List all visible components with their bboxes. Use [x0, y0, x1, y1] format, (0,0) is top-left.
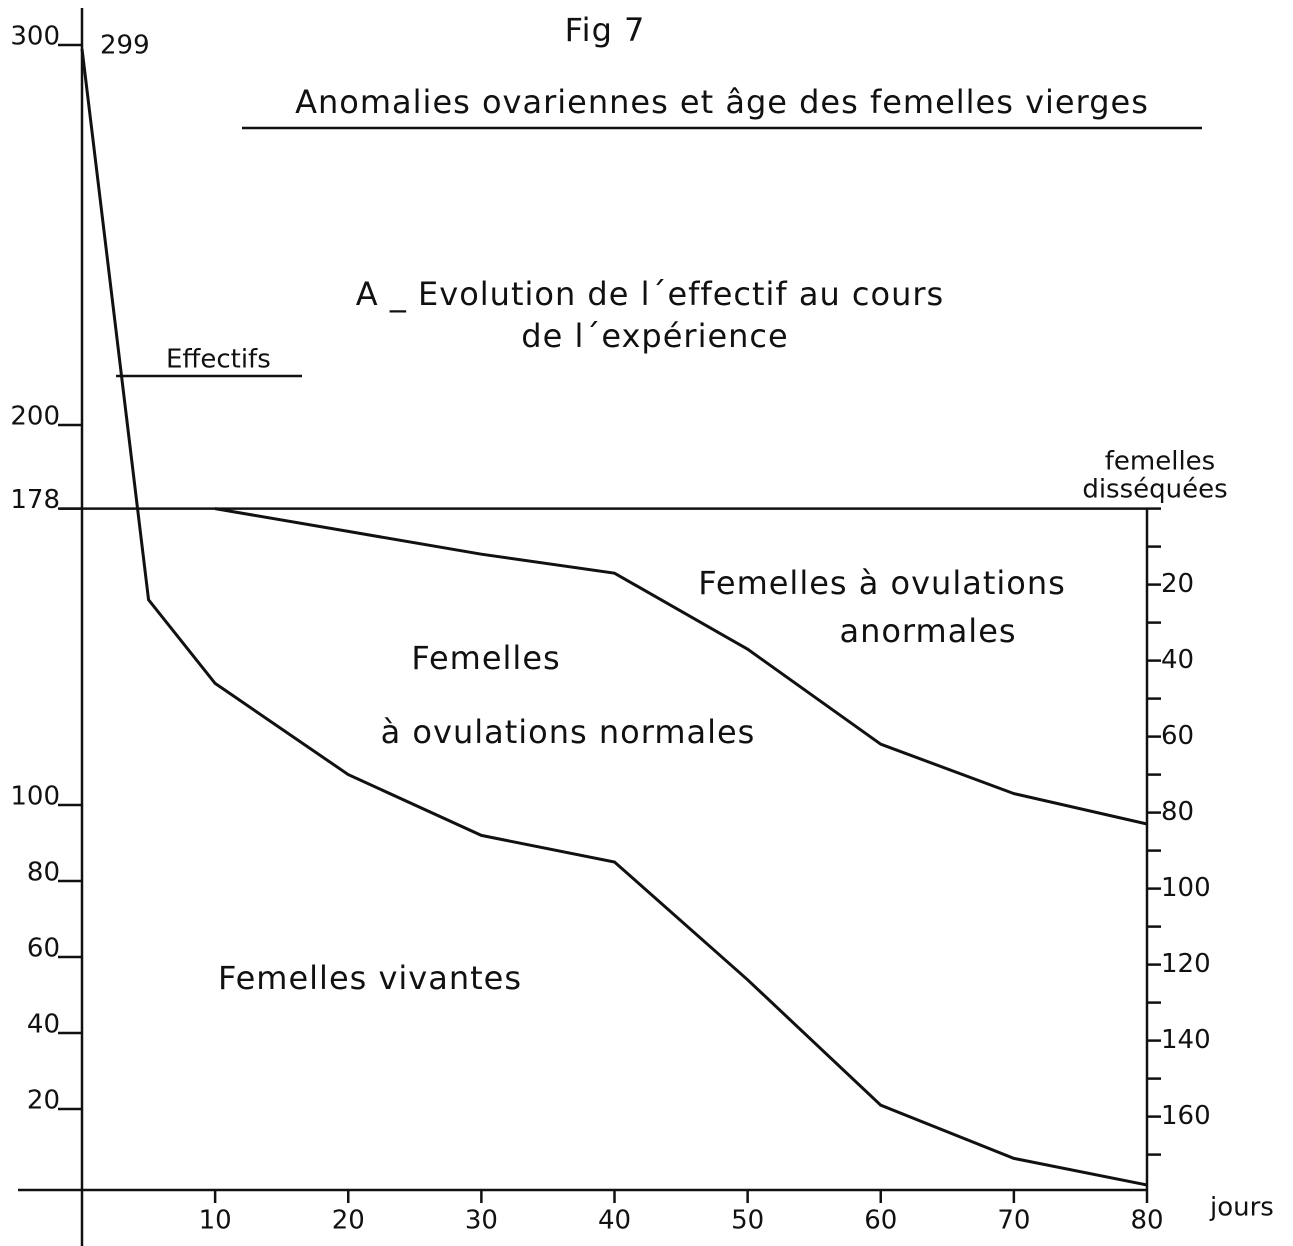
x-tick-label: 10	[199, 1206, 232, 1236]
annotation: anormales	[839, 612, 1016, 650]
panel-title: A _ Evolution de l´effectif au cours	[356, 275, 944, 313]
y2-tick-label: 60	[1161, 721, 1194, 751]
y2-axis-label: disséquées	[1082, 475, 1227, 505]
annotation: Femelles	[411, 639, 560, 677]
y2-tick-label: 100	[1161, 873, 1211, 903]
panel-title: de l´expérience	[521, 317, 788, 355]
y-tick-label: 80	[27, 858, 60, 888]
x-tick-label: 70	[997, 1206, 1030, 1236]
y2-tick-label: 20	[1161, 569, 1194, 599]
series-line	[214, 507, 1148, 826]
y-tick-label: 60	[27, 934, 60, 964]
x-axis-label: jours	[1209, 1193, 1274, 1223]
x-tick-label: 50	[731, 1206, 764, 1236]
y-tick-label: 40	[27, 1010, 60, 1040]
annotation: Femelles à ovulations	[698, 564, 1066, 602]
y-tick-label: 178	[10, 485, 60, 515]
series-label: Effectifs	[166, 345, 271, 375]
y-tick-label: 300	[10, 22, 60, 52]
series-line	[80, 48, 1148, 1187]
annotation: à ovulations normales	[381, 713, 756, 751]
x-tick-label: 60	[864, 1206, 897, 1236]
y2-tick-label: 140	[1161, 1025, 1211, 1055]
x-tick-label: 30	[465, 1206, 498, 1236]
y-tick-label: 100	[10, 782, 60, 812]
y2-tick-label: 120	[1161, 949, 1211, 979]
y2-tick-label: 160	[1161, 1101, 1211, 1131]
y2-tick-label: 40	[1161, 645, 1194, 675]
annotation: 299	[100, 31, 150, 61]
chart-title: Fig 7	[565, 11, 646, 49]
x-tick-label: 20	[332, 1206, 365, 1236]
y2-axis-label: femelles	[1105, 447, 1215, 477]
x-tick-label: 80	[1130, 1206, 1163, 1236]
chart-subtitle: Anomalies ovariennes et âge des femelles…	[295, 83, 1149, 121]
y-tick-label: 200	[10, 402, 60, 432]
y-tick-label: 20	[27, 1086, 60, 1116]
annotation: Femelles vivantes	[218, 959, 522, 997]
x-tick-label: 40	[598, 1206, 631, 1236]
y2-tick-label: 80	[1161, 797, 1194, 827]
